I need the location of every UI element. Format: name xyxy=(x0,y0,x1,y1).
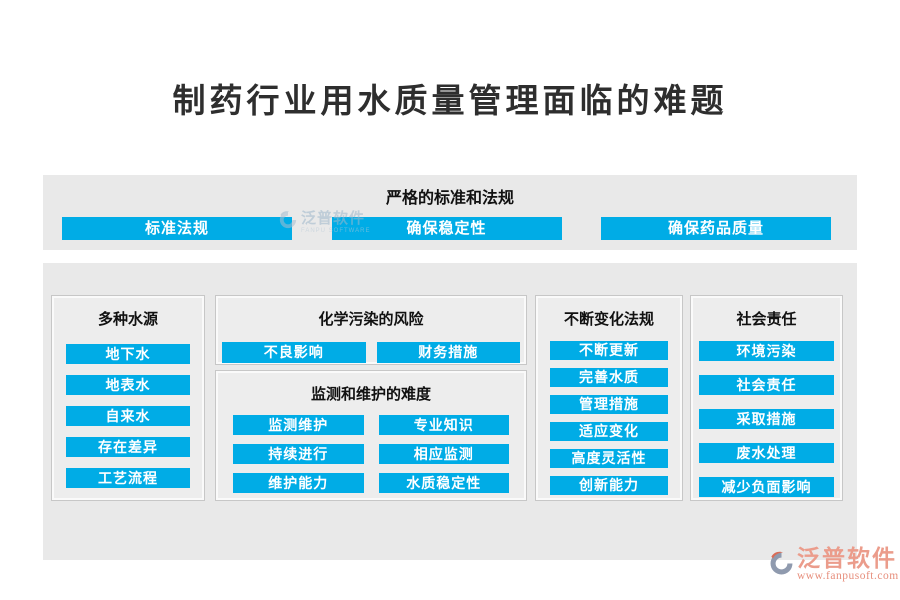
top-band-title: 严格的标准和法规 xyxy=(385,190,514,207)
button-differences-exist[interactable]: 存在差异 xyxy=(66,437,190,457)
button-professional-knowledge[interactable]: 专业知识 xyxy=(378,415,509,435)
group-title: 多种水源 xyxy=(97,311,158,328)
group-monitoring-maintenance-difficulty: 监测和维护的难度 监测维护 专业知识 持续进行 相应监测 维护能力 水质稳定性 xyxy=(215,370,527,501)
button-row: 不良影响 财务措施 xyxy=(222,342,520,363)
button-stack: 环境污染 社会责任 采取措施 废水处理 减少负面影响 xyxy=(699,341,834,497)
button-tap-water[interactable]: 自来水 xyxy=(66,406,190,426)
group-social-responsibility: 社会责任 环境污染 社会责任 采取措施 废水处理 减少负面影响 xyxy=(690,295,843,501)
button-wastewater-treatment[interactable]: 废水处理 xyxy=(699,443,834,463)
top-band-standards: 严格的标准和法规 标准法规 确保稳定性 确保药品质量 泛普软件 FANPU SO… xyxy=(43,175,857,250)
main-panel: 多种水源 地下水 地表水 自来水 存在差异 工艺流程 化学污染的风险 不良影响 … xyxy=(43,263,857,560)
fanpu-logo-url[interactable]: www.fanpusoft.com xyxy=(797,570,899,582)
button-continuous-operation[interactable]: 持续进行 xyxy=(233,444,364,464)
button-stack: 不断更新 完善水质 管理措施 适应变化 高度灵活性 创新能力 xyxy=(550,341,668,495)
button-management-measures[interactable]: 管理措施 xyxy=(550,395,668,414)
button-water-quality-stability[interactable]: 水质稳定性 xyxy=(378,473,509,493)
button-ensure-drug-quality[interactable]: 确保药品质量 xyxy=(601,217,831,240)
group-title: 不断变化法规 xyxy=(563,311,654,328)
fanpu-logo-name: 泛普软件 xyxy=(797,545,897,571)
button-groundwater[interactable]: 地下水 xyxy=(66,344,190,364)
button-constant-updates[interactable]: 不断更新 xyxy=(550,341,668,360)
group-title: 社会责任 xyxy=(736,311,797,328)
button-grid: 监测维护 专业知识 持续进行 相应监测 维护能力 水质稳定性 xyxy=(233,415,509,493)
button-adapt-to-change[interactable]: 适应变化 xyxy=(550,422,668,441)
button-reduce-negative-impact[interactable]: 减少负面影响 xyxy=(699,477,834,497)
button-surface-water[interactable]: 地表水 xyxy=(66,375,190,395)
top-band-button-row: 标准法规 确保稳定性 确保药品质量 xyxy=(62,217,831,240)
group-title: 监测和维护的难度 xyxy=(310,386,431,403)
button-environmental-pollution[interactable]: 环境污染 xyxy=(699,341,834,361)
group-water-sources: 多种水源 地下水 地表水 自来水 存在差异 工艺流程 xyxy=(51,295,205,501)
button-ensure-stability[interactable]: 确保稳定性 xyxy=(331,217,562,240)
button-stack: 地下水 地表水 自来水 存在差异 工艺流程 xyxy=(66,344,190,488)
group-changing-regulations: 不断变化法规 不断更新 完善水质 管理措施 适应变化 高度灵活性 创新能力 xyxy=(535,295,683,501)
button-corresponding-monitoring[interactable]: 相应监测 xyxy=(378,444,509,464)
page-title: 制药行业用水质量管理面临的难题 xyxy=(172,81,728,120)
button-process-flow[interactable]: 工艺流程 xyxy=(66,468,190,488)
button-take-measures[interactable]: 采取措施 xyxy=(699,409,834,429)
button-high-flexibility[interactable]: 高度灵活性 xyxy=(550,449,668,468)
button-maintenance-capability[interactable]: 维护能力 xyxy=(233,473,364,493)
button-improve-water-quality[interactable]: 完善水质 xyxy=(550,368,668,387)
group-chemical-pollution-risk: 化学污染的风险 不良影响 财务措施 xyxy=(215,295,527,365)
button-adverse-impact[interactable]: 不良影响 xyxy=(222,342,366,363)
button-standards-regulations[interactable]: 标准法规 xyxy=(62,217,292,240)
group-title: 化学污染的风险 xyxy=(318,311,424,328)
fanpu-swirl-icon xyxy=(768,550,795,582)
button-monitoring-maintenance[interactable]: 监测维护 xyxy=(233,415,364,435)
button-financial-measures[interactable]: 财务措施 xyxy=(376,342,520,363)
fanpu-logo: 泛普软件 www.fanpusoft.com xyxy=(768,547,899,583)
button-innovation-capability[interactable]: 创新能力 xyxy=(550,476,668,495)
button-social-responsibility[interactable]: 社会责任 xyxy=(699,375,834,395)
